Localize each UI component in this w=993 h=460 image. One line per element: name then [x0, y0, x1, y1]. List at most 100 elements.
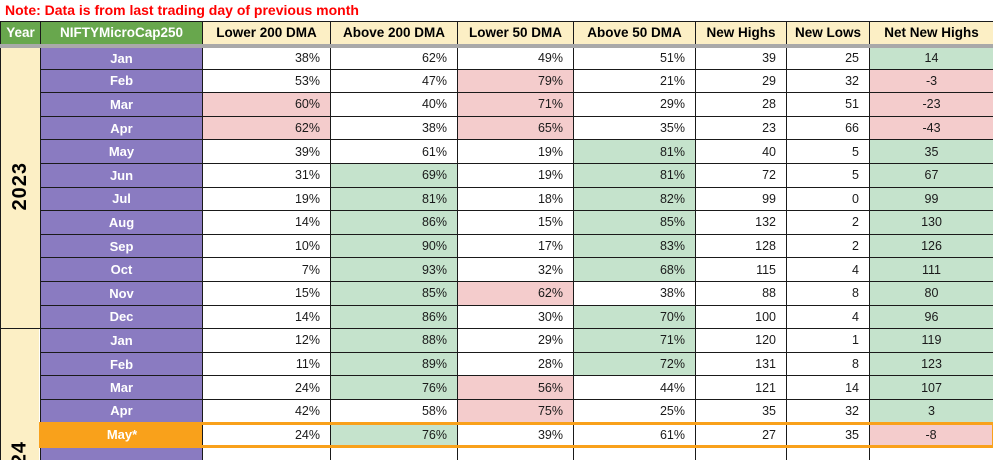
data-cell-apr-new-lows[interactable]: 32 — [786, 398, 870, 424]
data-cell-jun-above-200-dma[interactable]: 69% — [330, 162, 458, 188]
data-cell-apr-new-lows[interactable]: 66 — [786, 115, 870, 141]
data-cell-nov-net-new-highs[interactable]: 80 — [869, 280, 993, 306]
data-cell-feb-lower-200-dma[interactable]: 53% — [202, 68, 331, 94]
data-cell-oct-lower-50-dma[interactable]: 32% — [457, 257, 574, 282]
data-cell-jan-lower-200-dma[interactable]: 12% — [202, 328, 331, 353]
data-cell-feb-above-50-dma[interactable]: 72% — [573, 351, 696, 377]
data-cell-aug-above-200-dma[interactable]: 86% — [330, 210, 458, 235]
data-cell-apr-new-highs[interactable]: 23 — [695, 115, 787, 141]
data-cell-dec-new-lows[interactable]: 4 — [786, 304, 870, 330]
data-cell-mar-lower-200-dma[interactable]: 24% — [202, 375, 331, 400]
data-cell-dec-above-200-dma[interactable]: 86% — [330, 304, 458, 330]
data-cell-feb-lower-50-dma[interactable]: 28% — [457, 351, 574, 377]
data-cell-may-above-50-dma[interactable]: 61% — [573, 421, 696, 449]
data-cell-feb-lower-50-dma[interactable]: 79% — [457, 68, 574, 94]
data-cell-nov-above-50-dma[interactable]: 38% — [573, 280, 696, 306]
data-cell-feb-lower-200-dma[interactable]: 11% — [202, 351, 331, 377]
month-cell-jan[interactable]: Jan — [40, 45, 203, 70]
data-cell-jan-new-highs[interactable]: 120 — [695, 328, 787, 353]
data-cell-feb-new-highs[interactable]: 29 — [695, 68, 787, 94]
month-cell-may[interactable]: May — [40, 139, 203, 164]
data-cell-mar-above-50-dma[interactable]: 44% — [573, 375, 696, 400]
data-cell-jan-new-lows[interactable]: 1 — [786, 328, 870, 353]
month-cell-mar[interactable]: Mar — [40, 375, 203, 400]
column-header-lower-50-dma[interactable]: Lower 50 DMA — [457, 21, 574, 48]
month-cell-feb[interactable]: Feb — [40, 68, 203, 94]
data-cell-sep-net-new-highs[interactable]: 126 — [869, 233, 993, 259]
month-cell-mar[interactable]: Mar — [40, 92, 203, 117]
data-cell-aug-new-lows[interactable]: 2 — [786, 210, 870, 235]
data-cell-jan-new-highs[interactable]: 39 — [695, 45, 787, 70]
data-cell-nov-new-lows[interactable]: 8 — [786, 280, 870, 306]
data-cell-oct-net-new-highs[interactable]: 111 — [869, 257, 993, 282]
data-cell-mar-lower-50-dma[interactable]: 56% — [457, 375, 574, 400]
data-cell-oct-lower-200-dma[interactable]: 7% — [202, 257, 331, 282]
data-cell-feb-net-new-highs[interactable]: 123 — [869, 351, 993, 377]
data-cell-mar-new-lows[interactable]: 14 — [786, 375, 870, 400]
month-cell-nov[interactable]: Nov — [40, 280, 203, 306]
data-cell-may-net-new-highs[interactable]: 35 — [869, 139, 993, 164]
month-cell-apr[interactable]: Apr — [40, 115, 203, 141]
month-cell-jul[interactable]: Jul — [40, 186, 203, 212]
column-header-above-50-dma[interactable]: Above 50 DMA — [573, 21, 696, 48]
data-cell-may-lower-50-dma[interactable]: 39% — [457, 421, 574, 449]
data-cell-aug-new-highs[interactable]: 132 — [695, 210, 787, 235]
data-cell-jul-lower-200-dma[interactable]: 19% — [202, 186, 331, 212]
data-cell-may-lower-50-dma[interactable]: 19% — [457, 139, 574, 164]
data-cell-blank-new-highs[interactable] — [695, 446, 787, 460]
data-cell-sep-lower-200-dma[interactable]: 10% — [202, 233, 331, 259]
data-cell-jul-lower-50-dma[interactable]: 18% — [457, 186, 574, 212]
data-cell-sep-lower-50-dma[interactable]: 17% — [457, 233, 574, 259]
month-cell-dec[interactable]: Dec — [40, 304, 203, 330]
data-cell-mar-new-lows[interactable]: 51 — [786, 92, 870, 117]
data-cell-apr-net-new-highs[interactable]: 3 — [869, 398, 993, 424]
data-cell-may-net-new-highs[interactable]: -8 — [869, 421, 993, 449]
data-cell-mar-lower-200-dma[interactable]: 60% — [202, 92, 331, 117]
data-cell-feb-net-new-highs[interactable]: -3 — [869, 68, 993, 94]
data-cell-mar-above-200-dma[interactable]: 40% — [330, 92, 458, 117]
data-cell-aug-net-new-highs[interactable]: 130 — [869, 210, 993, 235]
data-cell-oct-new-highs[interactable]: 115 — [695, 257, 787, 282]
data-cell-jan-net-new-highs[interactable]: 119 — [869, 328, 993, 353]
data-cell-feb-above-200-dma[interactable]: 89% — [330, 351, 458, 377]
column-header-net-new-highs[interactable]: Net New Highs — [869, 21, 993, 48]
data-cell-mar-lower-50-dma[interactable]: 71% — [457, 92, 574, 117]
data-cell-may-new-highs[interactable]: 27 — [695, 421, 787, 449]
year-cell-2023[interactable]: 2023 — [0, 44, 41, 330]
data-cell-feb-above-200-dma[interactable]: 47% — [330, 68, 458, 94]
data-cell-aug-lower-200-dma[interactable]: 14% — [202, 210, 331, 235]
month-cell-oct[interactable]: Oct — [40, 257, 203, 282]
data-cell-sep-above-200-dma[interactable]: 90% — [330, 233, 458, 259]
data-cell-dec-new-highs[interactable]: 100 — [695, 304, 787, 330]
data-cell-sep-new-lows[interactable]: 2 — [786, 233, 870, 259]
data-cell-apr-above-200-dma[interactable]: 38% — [330, 115, 458, 141]
data-cell-sep-new-highs[interactable]: 128 — [695, 233, 787, 259]
data-cell-mar-new-highs[interactable]: 28 — [695, 92, 787, 117]
data-cell-jun-above-50-dma[interactable]: 81% — [573, 162, 696, 188]
data-cell-jul-net-new-highs[interactable]: 99 — [869, 186, 993, 212]
data-cell-jan-above-50-dma[interactable]: 71% — [573, 328, 696, 353]
data-cell-feb-new-lows[interactable]: 32 — [786, 68, 870, 94]
month-cell-blank[interactable] — [40, 446, 203, 460]
data-cell-feb-above-50-dma[interactable]: 21% — [573, 68, 696, 94]
data-cell-jan-lower-50-dma[interactable]: 49% — [457, 45, 574, 70]
data-cell-jun-new-highs[interactable]: 72 — [695, 162, 787, 188]
data-cell-blank-new-lows[interactable] — [786, 446, 870, 460]
data-cell-may-above-50-dma[interactable]: 81% — [573, 139, 696, 164]
month-cell-apr[interactable]: Apr — [40, 398, 203, 424]
data-cell-dec-lower-200-dma[interactable]: 14% — [202, 304, 331, 330]
data-cell-jun-lower-200-dma[interactable]: 31% — [202, 162, 331, 188]
data-cell-mar-above-200-dma[interactable]: 76% — [330, 375, 458, 400]
data-cell-apr-net-new-highs[interactable]: -43 — [869, 115, 993, 141]
data-cell-jan-lower-200-dma[interactable]: 38% — [202, 45, 331, 70]
column-header-lower-200-dma[interactable]: Lower 200 DMA — [202, 21, 331, 48]
data-cell-jun-new-lows[interactable]: 5 — [786, 162, 870, 188]
data-cell-may-new-lows[interactable]: 35 — [786, 421, 870, 449]
data-cell-may-lower-200-dma[interactable]: 24% — [202, 421, 331, 449]
data-cell-nov-above-200-dma[interactable]: 85% — [330, 280, 458, 306]
month-cell-may[interactable]: May* — [39, 421, 203, 449]
data-cell-nov-lower-50-dma[interactable]: 62% — [457, 280, 574, 306]
data-cell-blank-net-new-highs[interactable] — [869, 446, 993, 460]
data-cell-apr-lower-200-dma[interactable]: 62% — [202, 115, 331, 141]
data-cell-aug-lower-50-dma[interactable]: 15% — [457, 210, 574, 235]
